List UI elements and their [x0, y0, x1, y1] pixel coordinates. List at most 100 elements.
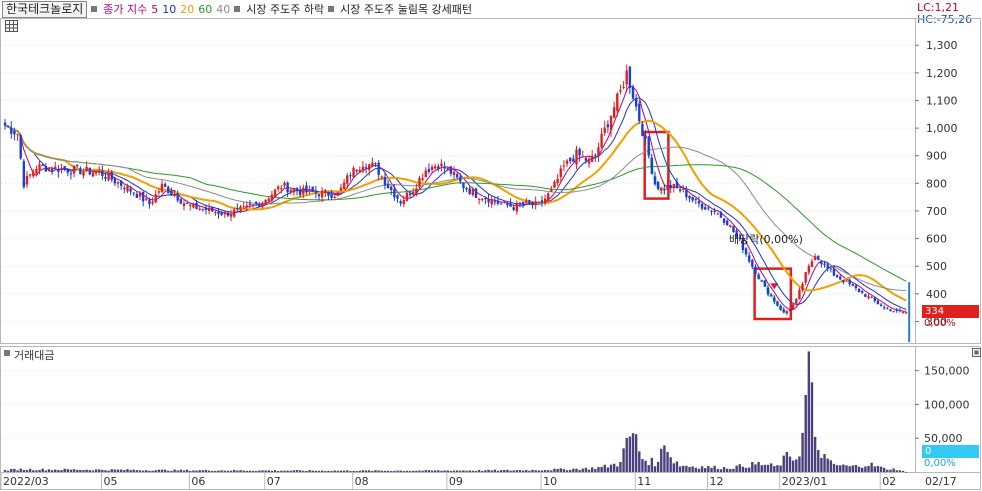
volume-bar: [76, 470, 79, 472]
volume-bar: [685, 465, 688, 472]
candle: [455, 172, 459, 179]
candle: [104, 172, 107, 182]
candle-body: [60, 168, 63, 170]
volume-bar: [817, 450, 820, 472]
candle-body: [377, 162, 380, 175]
volume-bar: [437, 470, 440, 472]
volume-axis-label: 50,000: [924, 432, 963, 445]
volume-bar: [226, 470, 230, 472]
candle: [773, 295, 776, 305]
candle: [94, 170, 98, 176]
volume-bar: [861, 467, 864, 472]
candle: [192, 203, 195, 209]
candle-body: [25, 175, 29, 185]
volume-bar: [418, 470, 421, 472]
candle: [305, 181, 308, 195]
volume-axis-label: 150,000: [924, 365, 970, 378]
candle-body: [433, 166, 437, 169]
candle: [273, 188, 277, 198]
volume-bar: [211, 470, 214, 472]
price-axis-label: 400: [926, 288, 947, 301]
axis-labels: 1,300 1,200 1,100 1,000 900 800 700 600 500 400 30…: [0, 39, 970, 489]
volume-bar: [79, 469, 82, 472]
volume-bar: [719, 469, 723, 472]
candle: [616, 92, 619, 117]
candle-body: [314, 191, 318, 194]
volume-bar: [22, 470, 26, 472]
candle-body: [182, 203, 186, 207]
volume-bar: [572, 468, 575, 472]
volume-bar: [804, 394, 807, 472]
volume-bar: [402, 471, 405, 472]
stock-name[interactable]: 한국테크놀로지: [2, 0, 88, 18]
candle-body: [512, 207, 515, 210]
candle: [707, 206, 710, 211]
candle-body: [151, 201, 154, 204]
candle: [704, 204, 707, 211]
table-icon[interactable]: [5, 20, 18, 32]
volume-bar: [565, 470, 569, 472]
volume-bar: [336, 470, 340, 472]
volume-bar: [116, 469, 120, 472]
maximize-panel-icon[interactable]: [972, 348, 981, 357]
candle: [751, 258, 754, 270]
candle-body: [3, 122, 7, 126]
volume-bar: [619, 461, 622, 472]
candle-body: [292, 189, 296, 193]
volume-bar: [826, 458, 829, 472]
candle: [393, 184, 396, 201]
volume-bar: [795, 459, 798, 472]
volume-bar: [883, 467, 886, 472]
volume-bar: [738, 464, 741, 472]
candle: [503, 200, 506, 204]
candle: [151, 197, 154, 206]
volume-bar: [176, 470, 179, 472]
candle: [141, 191, 145, 207]
volume-bar: [368, 470, 371, 472]
candle: [656, 181, 660, 191]
volume-bar: [440, 470, 443, 472]
candle: [700, 201, 704, 211]
candle: [710, 209, 713, 216]
candle-body: [804, 272, 807, 283]
candle: [204, 204, 208, 215]
indicator-name-1: 시장 주도주 하락: [246, 3, 325, 16]
volume-bar: [525, 470, 528, 472]
candle: [154, 190, 157, 204]
candle-body: [666, 184, 669, 190]
volume-panel-bullet-icon: [4, 350, 10, 356]
volume-bar: [747, 467, 751, 472]
candle-body: [119, 181, 123, 186]
candle-body: [261, 202, 264, 208]
candle: [415, 183, 418, 197]
price-axis-frame: [915, 18, 981, 344]
candle: [19, 133, 22, 160]
volume-bar: [521, 470, 525, 472]
candle-body: [565, 160, 569, 164]
candle: [145, 193, 148, 202]
candle-body: [773, 297, 776, 302]
candle-body: [817, 255, 820, 260]
volume-bar: [386, 470, 390, 472]
volume-bar: [138, 470, 142, 472]
volume-bar: [286, 470, 289, 472]
volume-bar: [415, 470, 418, 472]
volume-bar: [791, 460, 795, 472]
candle-body: [393, 189, 396, 198]
volume-bar: [57, 469, 60, 472]
candle: [851, 283, 854, 287]
candle-body: [886, 308, 889, 310]
candle: [581, 150, 584, 158]
candle: [509, 198, 512, 207]
candle-body: [374, 163, 377, 165]
ma-period-40: 40: [216, 2, 231, 16]
candle: [537, 201, 540, 203]
volume-bar: [616, 466, 619, 472]
volume-bar: [603, 464, 606, 472]
candle-body: [79, 168, 82, 175]
volume-bar: [157, 469, 161, 472]
candle: [543, 194, 547, 206]
candle-body: [179, 198, 183, 204]
volume-bar: [383, 470, 387, 472]
volume-bar: [606, 467, 610, 472]
